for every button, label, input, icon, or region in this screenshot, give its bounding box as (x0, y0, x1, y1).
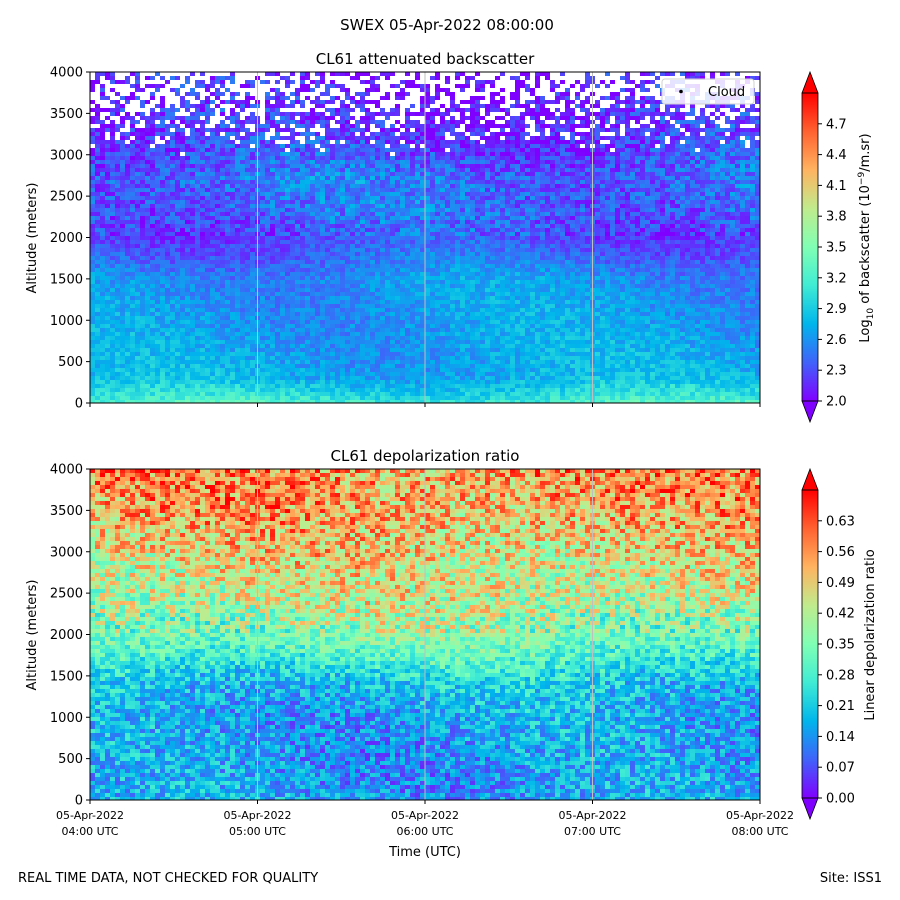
y-tick-label: 3500 (50, 504, 83, 519)
colorbar-tick-label: 0.28 (826, 668, 855, 683)
colorbar-tick-label: 3.2 (826, 271, 847, 286)
depolarization-time-gridlines (257, 469, 593, 800)
y-tick-label: 500 (58, 752, 83, 767)
y-tick-label: 2000 (50, 231, 83, 246)
y-tick-label: 1500 (50, 669, 83, 684)
legend-label: Cloud (708, 85, 745, 100)
y-tick-label: 4000 (50, 66, 83, 81)
backscatter-title: CL61 attenuated backscatter (316, 50, 535, 68)
depolarization-colorbar-label: Linear depolarization ratio (863, 549, 878, 720)
quality-disclaimer: REAL TIME DATA, NOT CHECKED FOR QUALITY (18, 871, 318, 886)
y-tick-label: 3000 (50, 545, 83, 560)
x-tick-time: 07:00 UTC (564, 825, 621, 838)
y-tick-label: 500 (58, 355, 83, 370)
colorbar-tick-label: 0.14 (826, 730, 855, 745)
colorbar-tick-label: 2.0 (826, 395, 847, 410)
time-axis-label: Time (UTC) (388, 845, 461, 860)
y-tick-label: 1000 (50, 314, 83, 329)
x-tick-date: 05-Apr-2022 (223, 809, 291, 822)
colorbar-extend-max (801, 467, 819, 491)
colorbar-tick-label: 3.5 (826, 241, 847, 256)
x-tick-date: 05-Apr-2022 (558, 809, 626, 822)
y-tick-label: 3500 (50, 107, 83, 122)
colorbar-tick-label: 0.42 (826, 607, 855, 622)
backscatter-ylabel: Altitude (meters) (25, 183, 40, 294)
depolarization-y-axis: 0 500 1000 1500 2000 2500 3000 3500 4000 (50, 463, 90, 809)
colorbar-gradient (802, 490, 818, 798)
depolarization-heatmap (90, 469, 760, 800)
x-tick-time: 08:00 UTC (731, 825, 788, 838)
depolarization-panel: CL61 depolarization ratio 0 500 1000 1500 20… (25, 447, 878, 860)
legend-box (661, 78, 755, 105)
y-tick-label: 1500 (50, 272, 83, 287)
site-label: Site: ISS1 (820, 871, 882, 886)
colorbar-tick-label: 4.7 (826, 117, 847, 132)
backscatter-y-axis: 0 500 1000 1500 2000 2500 3000 3500 4000 (50, 66, 90, 412)
y-tick-label: 1000 (50, 711, 83, 726)
colorbar-tick-label: 2.3 (826, 364, 847, 379)
colorbar-tick-label: 0.56 (826, 545, 855, 560)
x-tick-time: 05:00 UTC (229, 825, 286, 838)
y-tick-label: 3000 (50, 148, 83, 163)
colorbar-tick-label: 0.00 (826, 792, 855, 807)
backscatter-colorbar: 2.0 2.3 2.6 2.9 3.2 3.5 3.8 4.1 4.4 4.7 (801, 70, 847, 424)
colorbar-tick-label: 4.1 (826, 179, 847, 194)
colorbar-extend-min (801, 797, 819, 821)
colorbar-tick-label: 0.21 (826, 699, 855, 714)
cloud-marker-icon (679, 89, 683, 94)
x-tick-date: 05-Apr-2022 (56, 809, 124, 822)
y-tick-label: 2500 (50, 190, 83, 205)
y-tick-label: 4000 (50, 463, 83, 478)
colorbar-tick-label: 0.07 (826, 761, 855, 776)
depolarization-colorbar: 0.00 0.07 0.14 0.21 0.28 0.35 0.42 0.49 0.56 0.63 (801, 467, 855, 821)
x-tick-time: 04:00 UTC (61, 825, 118, 838)
y-tick-label: 2500 (50, 587, 83, 602)
colorbar-tick-label: 0.63 (826, 514, 855, 529)
x-tick-date: 05-Apr-2022 (391, 809, 459, 822)
y-tick-label: 0 (75, 794, 83, 809)
depolarization-title: CL61 depolarization ratio (331, 447, 520, 465)
colorbar-tick-label: 2.9 (826, 302, 847, 317)
backscatter-heatmap (90, 72, 760, 403)
backscatter-time-gridlines (257, 72, 593, 403)
colorbar-gradient (802, 93, 818, 401)
cloud-legend[interactable]: Cloud (661, 78, 755, 105)
figure-suptitle: SWEX 05-Apr-2022 08:00:00 (340, 16, 554, 34)
colorbar-extend-min (801, 400, 819, 424)
colorbar-tick-label: 0.49 (826, 576, 855, 591)
y-tick-label: 2000 (50, 628, 83, 643)
colorbar-tick-label: 4.4 (826, 148, 847, 163)
colorbar-tick-label: 2.6 (826, 333, 847, 348)
colorbar-extend-max (801, 70, 819, 94)
x-tick-date: 05-Apr-2022 (726, 809, 794, 822)
depolarization-ylabel: Altitude (meters) (25, 580, 40, 691)
backscatter-panel: CL61 attenuated backscatter 0 500 1000 1500… (25, 50, 876, 424)
depolarization-x-axis: 05-Apr-2022 04:00 UTC 05-Apr-2022 05:00 UTC… (56, 800, 794, 838)
colorbar-tick-label: 0.35 (826, 638, 855, 653)
backscatter-x-axis (89, 403, 761, 407)
backscatter-colorbar-label: Log10 of backscatter (10−9/m.sr) (857, 133, 876, 342)
colorbar-tick-label: 3.8 (826, 210, 847, 225)
y-tick-label: 0 (75, 397, 83, 412)
x-tick-time: 06:00 UTC (396, 825, 453, 838)
